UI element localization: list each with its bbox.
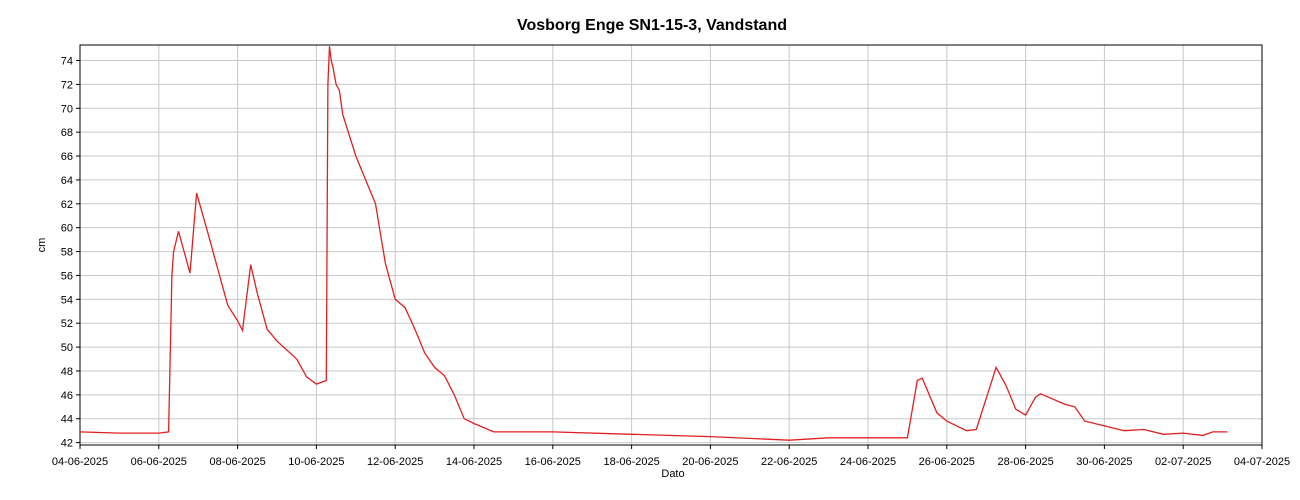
x-tick-label: 16-06-2025 (525, 456, 581, 468)
x-tick-label: 26-06-2025 (919, 456, 975, 468)
x-tick-label: 24-06-2025 (840, 456, 896, 468)
y-tick-label: 46 (61, 390, 73, 402)
y-tick-label: 58 (61, 247, 73, 259)
x-tick-label: 28-06-2025 (997, 456, 1053, 468)
plot-area (80, 45, 1262, 445)
x-tick-label: 12-06-2025 (367, 456, 423, 468)
x-tick-label: 20-06-2025 (682, 456, 738, 468)
y-tick-label: 74 (61, 56, 73, 68)
y-tick-label: 50 (61, 342, 73, 354)
y-tick-label: 48 (61, 366, 73, 378)
x-tick-label: 02-07-2025 (1155, 456, 1211, 468)
y-tick-label: 62 (61, 199, 73, 211)
x-tick-label: 04-06-2025 (52, 456, 108, 468)
data-line (79, 46, 1228, 441)
x-tick-label: 30-06-2025 (1076, 456, 1132, 468)
x-tick-label: 10-06-2025 (288, 456, 344, 468)
x-tick-label: 04-07-2025 (1234, 456, 1290, 468)
x-tick-label: 18-06-2025 (603, 456, 659, 468)
x-tick-label: 22-06-2025 (761, 456, 817, 468)
y-tick-label: 60 (61, 223, 73, 235)
chart-title: Vosborg Enge SN1-15-3, Vandstand (517, 17, 787, 34)
y-tick-label: 44 (61, 414, 73, 426)
x-tick-label: 14-06-2025 (446, 456, 502, 468)
y-tick-label: 54 (61, 294, 73, 306)
x-axis-label: Dato (661, 468, 684, 480)
y-tick-label: 68 (61, 127, 73, 139)
y-tick-label: 66 (61, 151, 73, 163)
plot-border (79, 44, 1263, 446)
y-tick-label: 70 (61, 103, 73, 115)
y-tick-label: 64 (61, 175, 73, 187)
y-tick-label: 42 (61, 438, 73, 450)
x-tick-label: 08-06-2025 (209, 456, 265, 468)
x-tick-label: 06-06-2025 (131, 456, 187, 468)
y-tick-label: 52 (61, 318, 73, 330)
y-tick-label: 72 (61, 79, 73, 91)
y-tick-label: 56 (61, 270, 73, 282)
y-axis-label: cm (36, 238, 48, 253)
